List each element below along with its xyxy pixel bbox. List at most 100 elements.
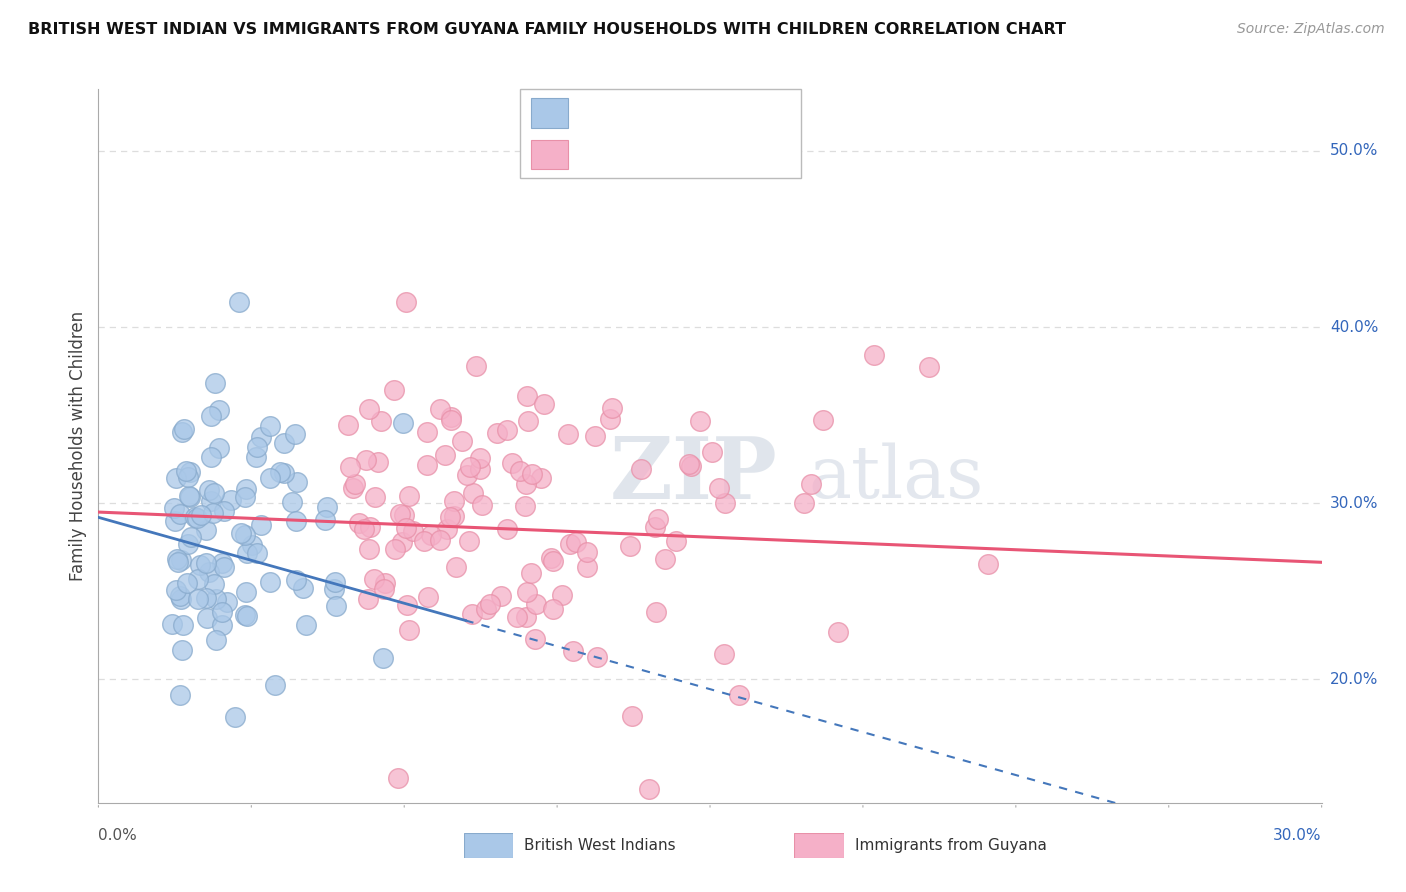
Point [169, 589, 191, 603]
Point [395, 295, 418, 310]
Text: 20.0%: 20.0% [1330, 672, 1378, 687]
Point [586, 649, 609, 664]
FancyBboxPatch shape [531, 140, 568, 169]
Point [395, 521, 418, 535]
Point [198, 483, 221, 498]
Point [434, 448, 457, 462]
Point [316, 500, 339, 515]
Point [165, 582, 187, 597]
Point [233, 608, 256, 623]
Point [186, 510, 208, 524]
Point [284, 573, 307, 587]
Point [273, 467, 295, 481]
Point [475, 602, 498, 616]
Point [342, 481, 364, 495]
Point [236, 546, 259, 560]
Point [416, 425, 439, 439]
Text: R = -0.196   N =  91: R = -0.196 N = 91 [582, 103, 765, 122]
Point [977, 557, 1000, 571]
Point [373, 582, 395, 596]
Point [371, 651, 394, 665]
Point [219, 492, 242, 507]
Point [709, 481, 731, 495]
Point [863, 348, 886, 362]
Point [583, 429, 606, 443]
Point [364, 490, 387, 504]
Point [167, 555, 190, 569]
Point [575, 560, 598, 574]
Point [208, 403, 231, 417]
Text: atlas: atlas [808, 442, 983, 514]
Point [240, 538, 263, 552]
Point [533, 397, 555, 411]
Point [233, 528, 256, 542]
Point [479, 597, 502, 611]
Point [515, 610, 537, 624]
Point [197, 565, 219, 579]
Point [470, 498, 492, 512]
Point [516, 585, 538, 599]
FancyBboxPatch shape [794, 833, 844, 858]
Point [564, 535, 586, 549]
Point [169, 553, 191, 567]
Point [645, 605, 668, 619]
Point [630, 462, 652, 476]
Point [457, 534, 479, 549]
Point [250, 518, 273, 533]
Point [395, 598, 418, 612]
Point [523, 632, 546, 646]
Point [169, 508, 191, 522]
Point [681, 458, 703, 473]
Point [314, 513, 336, 527]
Point [689, 413, 711, 427]
Text: BRITISH WEST INDIAN VS IMMIGRANTS FROM GUYANA FAMILY HOUSEHOLDS WITH CHILDREN CO: BRITISH WEST INDIAN VS IMMIGRANTS FROM G… [28, 22, 1066, 37]
Point [235, 585, 257, 599]
Point [339, 460, 361, 475]
Point [292, 582, 315, 596]
Text: R = -0.138   N = 113: R = -0.138 N = 113 [582, 145, 770, 164]
Point [211, 618, 233, 632]
Point [208, 441, 231, 455]
FancyBboxPatch shape [464, 833, 513, 858]
Point [456, 467, 478, 482]
Point [401, 524, 423, 539]
Point [236, 609, 259, 624]
Point [235, 482, 257, 496]
Text: Source: ZipAtlas.com: Source: ZipAtlas.com [1237, 22, 1385, 37]
Point [211, 605, 233, 619]
Point [169, 688, 191, 702]
Point [463, 486, 485, 500]
Point [356, 453, 378, 467]
Point [440, 409, 463, 424]
Point [540, 551, 562, 566]
Point [398, 489, 420, 503]
Point [359, 520, 381, 534]
Point [246, 440, 269, 454]
Point [249, 430, 271, 444]
Point [170, 425, 193, 439]
Point [429, 533, 451, 548]
Point [184, 509, 207, 524]
Text: Immigrants from Guyana: Immigrants from Guyana [855, 838, 1046, 853]
Text: 40.0%: 40.0% [1330, 319, 1378, 334]
Point [575, 545, 598, 559]
Point [200, 409, 222, 423]
Point [370, 414, 392, 428]
Point [188, 558, 211, 572]
Point [160, 617, 183, 632]
Point [194, 556, 217, 570]
Text: 0.0%: 0.0% [98, 828, 138, 843]
Point [363, 572, 385, 586]
Point [285, 475, 308, 489]
Point [382, 383, 405, 397]
Point [204, 376, 226, 390]
Point [419, 528, 441, 542]
Point [530, 471, 553, 485]
Point [501, 456, 523, 470]
Point [323, 582, 346, 596]
Point [561, 644, 583, 658]
Point [464, 359, 486, 373]
Point [259, 574, 281, 589]
Point [163, 514, 186, 528]
Point [443, 493, 465, 508]
